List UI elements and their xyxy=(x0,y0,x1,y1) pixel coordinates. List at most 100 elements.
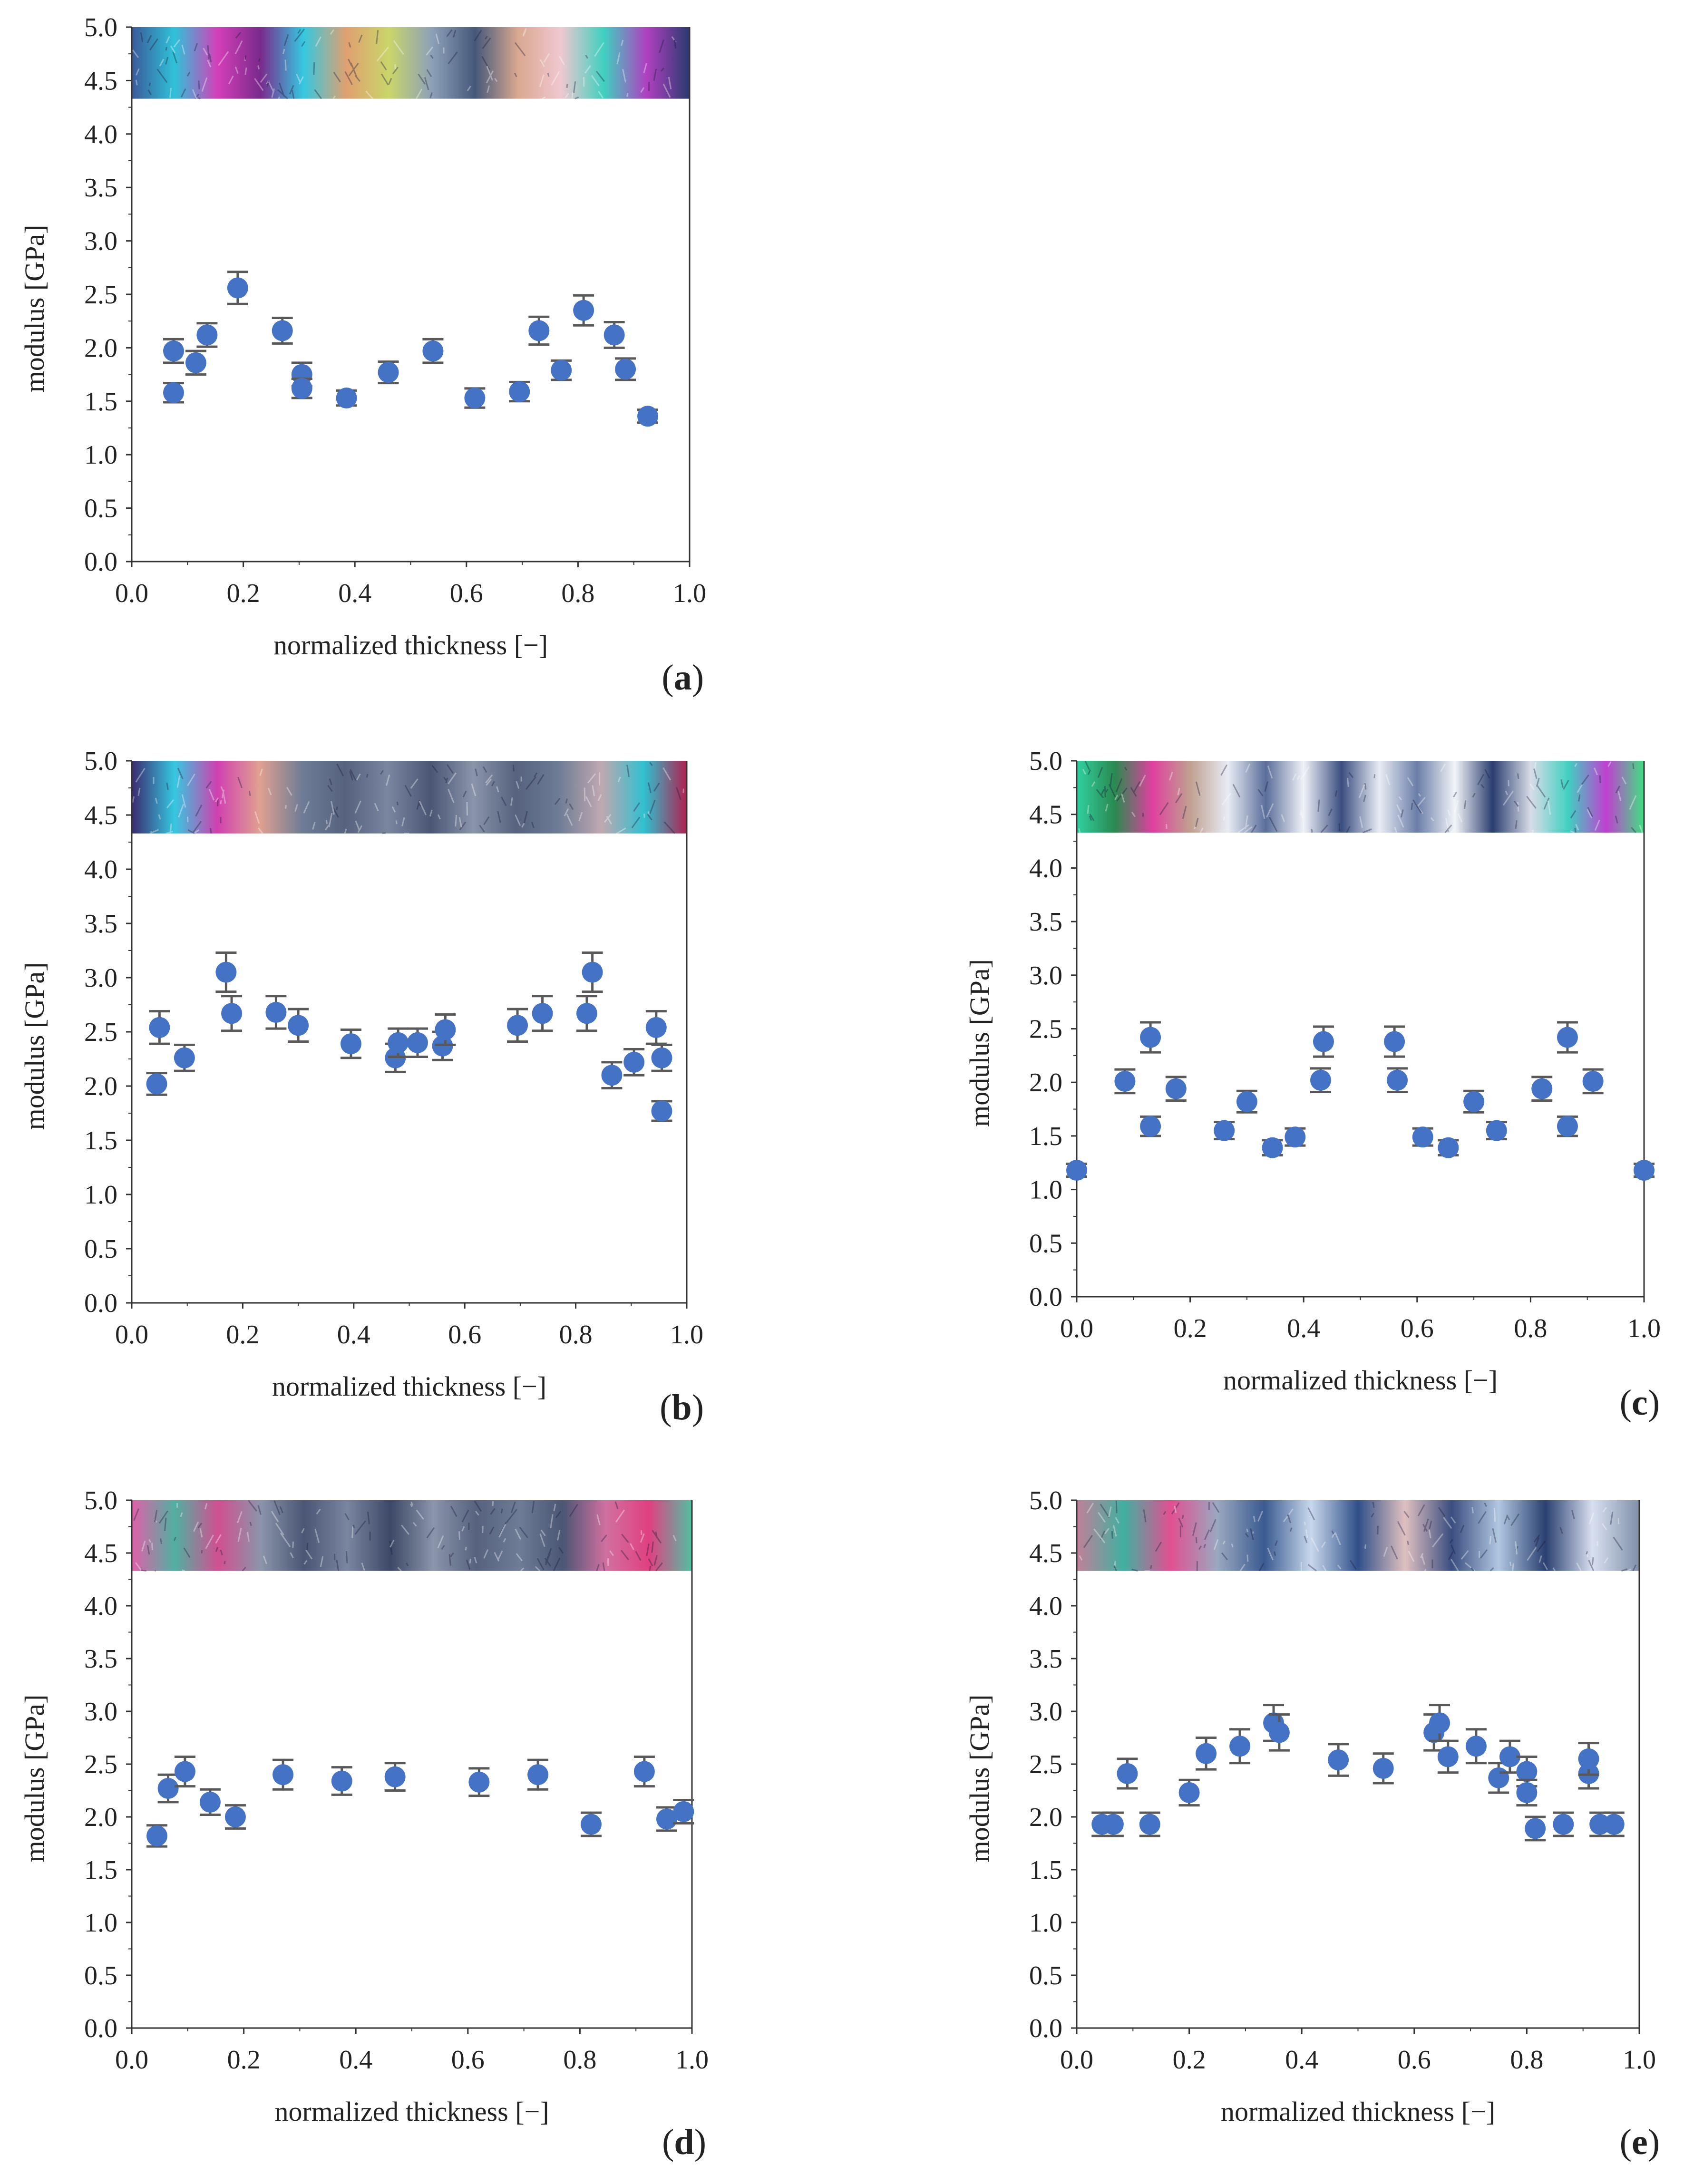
y-tick-label-d: 3.5 xyxy=(84,1644,117,1674)
data-point-c-8 xyxy=(1285,1126,1306,1148)
x-tick-label-d: 0.4 xyxy=(339,2045,372,2075)
data-point-d-12 xyxy=(656,1808,677,1830)
micrograph-texture-a xyxy=(132,28,677,100)
y-tick-label-a: 2.5 xyxy=(84,280,117,310)
x-tick-label-b: 0.0 xyxy=(115,1320,148,1349)
x-tick-label-a: 0.6 xyxy=(450,579,483,608)
y-tick-label-c: 4.0 xyxy=(1029,854,1062,883)
data-point-b-10 xyxy=(407,1032,428,1053)
chart-panel-c: 0.0 0.5 1.0 1.5 2.0 2.5 3.0 3.5 4.0 4.5 5.0 0.0 0.2 0… xyxy=(964,747,1661,1423)
x-tick-label-b: 1.0 xyxy=(670,1320,703,1349)
x-tick-label-e: 0.0 xyxy=(1060,2045,1093,2075)
x-tick-label-d: 0.0 xyxy=(115,2045,148,2075)
x-tick-label-c: 0.0 xyxy=(1060,1314,1093,1343)
y-tick-label-d: 3.0 xyxy=(84,1697,117,1727)
data-point-e-8 xyxy=(1268,1722,1290,1743)
y-tick-label-c: 2.0 xyxy=(1029,1068,1062,1097)
data-point-c-14 xyxy=(1438,1137,1459,1158)
data-point-b-1 xyxy=(149,1017,170,1038)
y-tick-label-c: 4.5 xyxy=(1029,800,1062,830)
data-point-d-10 xyxy=(580,1814,602,1835)
y-tick-label-c: 5.0 xyxy=(1029,747,1062,776)
y-tick-label-b: 2.0 xyxy=(84,1072,117,1101)
y-tick-label-e: 4.5 xyxy=(1029,1539,1062,1568)
y-axis-title-b: modulus [GPa] xyxy=(19,962,50,1130)
x-axis-title-e: normalized thickness [−] xyxy=(1221,2096,1495,2127)
y-tick-label-a: 1.0 xyxy=(84,440,117,470)
data-point-c-20 xyxy=(1582,1070,1604,1092)
data-point-b-5 xyxy=(265,1001,287,1023)
y-tick-label-c: 3.0 xyxy=(1029,961,1062,990)
data-point-c-12 xyxy=(1387,1069,1408,1091)
data-point-b-20 xyxy=(651,1047,672,1068)
y-tick-label-a: 4.5 xyxy=(84,66,117,96)
x-tick-label-a: 0.8 xyxy=(561,579,594,608)
data-point-a-13 xyxy=(528,320,550,341)
x-tick-label-c: 0.8 xyxy=(1514,1314,1547,1343)
panel-label-e: (e) xyxy=(1620,2122,1660,2162)
data-point-d-5 xyxy=(273,1764,294,1786)
chart-panel-b: 0.0 0.5 1.0 1.5 2.0 2.5 3.0 3.5 4.0 4.5 5.0 0.0 0.2 0… xyxy=(19,747,704,1427)
data-point-c-17 xyxy=(1531,1078,1553,1099)
micrograph-strip-c xyxy=(1077,761,1644,833)
chart-panel-e: 0.0 0.5 1.0 1.5 2.0 2.5 3.0 3.5 4.0 4.5 5.0 0.0 0.2 0… xyxy=(964,1486,1660,2162)
x-tick-label-b: 0.8 xyxy=(559,1320,593,1349)
data-point-b-14 xyxy=(532,1003,553,1024)
data-point-d-0 xyxy=(146,1825,168,1846)
micrograph-texture-b xyxy=(132,762,684,835)
data-point-d-6 xyxy=(331,1770,352,1792)
data-point-a-9 xyxy=(378,362,399,383)
data-point-c-4 xyxy=(1165,1078,1187,1099)
y-tick-label-e: 3.0 xyxy=(1029,1697,1062,1727)
x-tick-label-d: 1.0 xyxy=(675,2045,709,2075)
data-point-c-21 xyxy=(1634,1160,1655,1181)
data-point-b-3 xyxy=(215,961,237,983)
data-point-b-18 xyxy=(623,1051,645,1073)
data-point-b-16 xyxy=(582,961,603,983)
data-point-a-8 xyxy=(336,388,357,409)
y-tick-label-a: 3.5 xyxy=(84,173,117,203)
x-tick-label-a: 1.0 xyxy=(673,579,706,608)
x-tick-label-e: 0.8 xyxy=(1510,2045,1543,2075)
x-tick-label-c: 0.2 xyxy=(1174,1314,1207,1343)
data-point-e-24 xyxy=(1603,1814,1625,1835)
data-point-e-20 xyxy=(1553,1814,1574,1835)
x-tick-label-e: 1.0 xyxy=(1623,2045,1656,2075)
data-point-c-15 xyxy=(1463,1091,1485,1112)
y-tick-label-e: 5.0 xyxy=(1029,1486,1062,1515)
data-point-b-13 xyxy=(507,1015,528,1036)
y-axis-title-d: modulus [GPa] xyxy=(19,1695,50,1863)
y-tick-label-a: 0.5 xyxy=(84,494,117,524)
x-tick-label-e: 0.6 xyxy=(1398,2045,1431,2075)
y-tick-label-b: 4.0 xyxy=(84,855,117,884)
data-point-c-3 xyxy=(1140,1116,1161,1137)
x-tick-label-a: 0.2 xyxy=(227,579,260,608)
y-tick-label-d: 2.5 xyxy=(84,1750,117,1779)
y-axis-title-c: modulus [GPa] xyxy=(964,959,995,1127)
data-point-b-17 xyxy=(601,1065,623,1086)
x-tick-label-c: 0.6 xyxy=(1401,1314,1434,1343)
micrograph-strip-b xyxy=(132,761,687,834)
data-point-c-18 xyxy=(1557,1027,1578,1048)
y-tick-label-c: 1.0 xyxy=(1029,1175,1062,1205)
y-tick-label-c: 3.5 xyxy=(1029,907,1062,937)
y-tick-label-e: 2.5 xyxy=(1029,1750,1062,1779)
data-point-c-5 xyxy=(1214,1120,1235,1141)
y-tick-label-e: 3.5 xyxy=(1029,1644,1062,1674)
x-tick-label-d: 0.2 xyxy=(227,2045,261,2075)
x-tick-label-a: 0.4 xyxy=(338,579,371,608)
micrograph-texture-e xyxy=(1079,1500,1637,1572)
data-point-e-14 xyxy=(1465,1736,1487,1757)
x-tick-label-c: 1.0 xyxy=(1627,1314,1661,1343)
x-tick-label-d: 0.6 xyxy=(451,2045,485,2075)
data-point-a-2 xyxy=(185,352,206,373)
y-tick-label-a: 2.0 xyxy=(84,333,117,363)
y-tick-label-b: 5.0 xyxy=(84,747,117,776)
y-tick-label-c: 2.5 xyxy=(1029,1015,1062,1044)
data-point-e-2 xyxy=(1117,1763,1138,1784)
data-point-d-4 xyxy=(224,1806,246,1827)
y-tick-label-b: 1.5 xyxy=(84,1126,117,1155)
panel-label-b: (b) xyxy=(660,1388,704,1427)
data-point-a-15 xyxy=(573,300,594,321)
data-point-c-9 xyxy=(1310,1069,1331,1091)
